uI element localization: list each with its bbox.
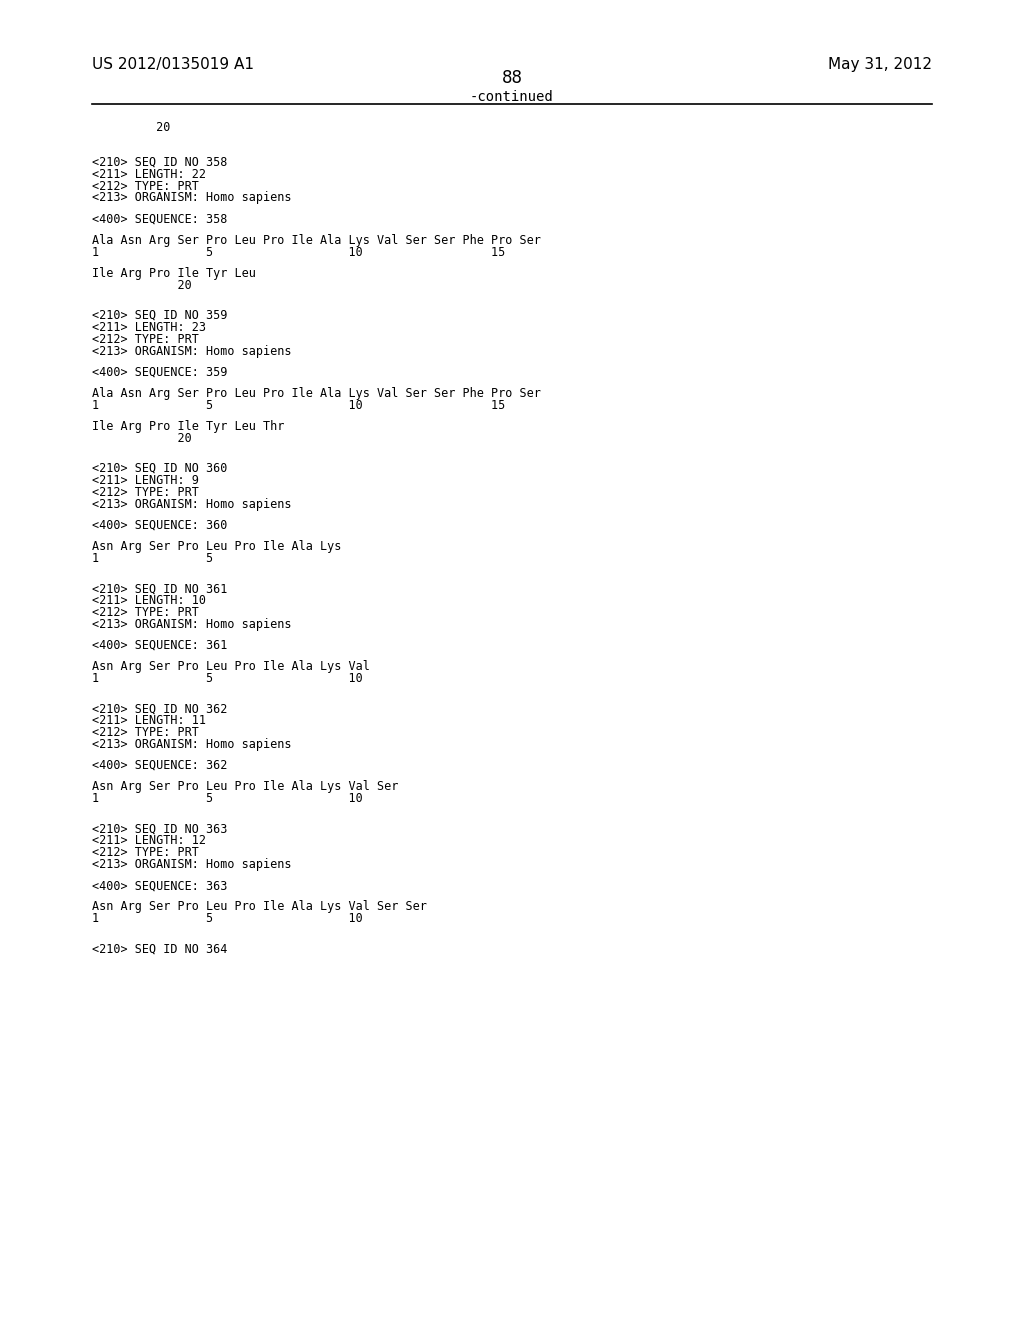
Text: <213> ORGANISM: Homo sapiens: <213> ORGANISM: Homo sapiens — [92, 345, 292, 358]
Text: Asn Arg Ser Pro Leu Pro Ile Ala Lys Val: Asn Arg Ser Pro Leu Pro Ile Ala Lys Val — [92, 660, 370, 673]
Text: Ile Arg Pro Ile Tyr Leu Thr: Ile Arg Pro Ile Tyr Leu Thr — [92, 420, 285, 433]
Text: <212> TYPE: PRT: <212> TYPE: PRT — [92, 486, 199, 499]
Text: <210> SEQ ID NO 363: <210> SEQ ID NO 363 — [92, 822, 227, 836]
Text: <210> SEQ ID NO 360: <210> SEQ ID NO 360 — [92, 462, 227, 475]
Text: <213> ORGANISM: Homo sapiens: <213> ORGANISM: Homo sapiens — [92, 858, 292, 871]
Text: <211> LENGTH: 22: <211> LENGTH: 22 — [92, 168, 206, 181]
Text: <213> ORGANISM: Homo sapiens: <213> ORGANISM: Homo sapiens — [92, 191, 292, 205]
Text: Ala Asn Arg Ser Pro Leu Pro Ile Ala Lys Val Ser Ser Phe Pro Ser: Ala Asn Arg Ser Pro Leu Pro Ile Ala Lys … — [92, 234, 541, 247]
Text: Ile Arg Pro Ile Tyr Leu: Ile Arg Pro Ile Tyr Leu — [92, 267, 256, 280]
Text: <213> ORGANISM: Homo sapiens: <213> ORGANISM: Homo sapiens — [92, 738, 292, 751]
Text: <211> LENGTH: 10: <211> LENGTH: 10 — [92, 594, 206, 607]
Text: US 2012/0135019 A1: US 2012/0135019 A1 — [92, 57, 254, 71]
Text: May 31, 2012: May 31, 2012 — [827, 57, 932, 71]
Text: <212> TYPE: PRT: <212> TYPE: PRT — [92, 180, 199, 193]
Text: 1               5                   10: 1 5 10 — [92, 912, 362, 925]
Text: <210> SEQ ID NO 361: <210> SEQ ID NO 361 — [92, 582, 227, 595]
Text: Asn Arg Ser Pro Leu Pro Ile Ala Lys: Asn Arg Ser Pro Leu Pro Ile Ala Lys — [92, 540, 342, 553]
Text: 20: 20 — [92, 279, 191, 292]
Text: -continued: -continued — [470, 90, 554, 104]
Text: <212> TYPE: PRT: <212> TYPE: PRT — [92, 726, 199, 739]
Text: <210> SEQ ID NO 358: <210> SEQ ID NO 358 — [92, 156, 227, 169]
Text: 20: 20 — [92, 432, 191, 445]
Text: <212> TYPE: PRT: <212> TYPE: PRT — [92, 846, 199, 859]
Text: <400> SEQUENCE: 362: <400> SEQUENCE: 362 — [92, 759, 227, 772]
Text: <400> SEQUENCE: 358: <400> SEQUENCE: 358 — [92, 213, 227, 226]
Text: 1               5                   10                  15: 1 5 10 15 — [92, 399, 506, 412]
Text: Ala Asn Arg Ser Pro Leu Pro Ile Ala Lys Val Ser Ser Phe Pro Ser: Ala Asn Arg Ser Pro Leu Pro Ile Ala Lys … — [92, 387, 541, 400]
Text: <213> ORGANISM: Homo sapiens: <213> ORGANISM: Homo sapiens — [92, 618, 292, 631]
Text: 1               5                   10: 1 5 10 — [92, 792, 362, 805]
Text: <400> SEQUENCE: 359: <400> SEQUENCE: 359 — [92, 366, 227, 379]
Text: <211> LENGTH: 9: <211> LENGTH: 9 — [92, 474, 199, 487]
Text: <211> LENGTH: 23: <211> LENGTH: 23 — [92, 321, 206, 334]
Text: <213> ORGANISM: Homo sapiens: <213> ORGANISM: Homo sapiens — [92, 498, 292, 511]
Text: <211> LENGTH: 11: <211> LENGTH: 11 — [92, 714, 206, 727]
Text: Asn Arg Ser Pro Leu Pro Ile Ala Lys Val Ser Ser: Asn Arg Ser Pro Leu Pro Ile Ala Lys Val … — [92, 900, 427, 913]
Text: 1               5                   10: 1 5 10 — [92, 672, 362, 685]
Text: <210> SEQ ID NO 364: <210> SEQ ID NO 364 — [92, 942, 227, 956]
Text: <210> SEQ ID NO 362: <210> SEQ ID NO 362 — [92, 702, 227, 715]
Text: <212> TYPE: PRT: <212> TYPE: PRT — [92, 333, 199, 346]
Text: <210> SEQ ID NO 359: <210> SEQ ID NO 359 — [92, 309, 227, 322]
Text: Asn Arg Ser Pro Leu Pro Ile Ala Lys Val Ser: Asn Arg Ser Pro Leu Pro Ile Ala Lys Val … — [92, 780, 398, 793]
Text: 1               5                   10                  15: 1 5 10 15 — [92, 246, 506, 259]
Text: 20: 20 — [92, 121, 171, 135]
Text: <400> SEQUENCE: 360: <400> SEQUENCE: 360 — [92, 519, 227, 532]
Text: 88: 88 — [502, 69, 522, 87]
Text: 1               5: 1 5 — [92, 552, 213, 565]
Text: <211> LENGTH: 12: <211> LENGTH: 12 — [92, 834, 206, 847]
Text: <400> SEQUENCE: 363: <400> SEQUENCE: 363 — [92, 879, 227, 892]
Text: <212> TYPE: PRT: <212> TYPE: PRT — [92, 606, 199, 619]
Text: <400> SEQUENCE: 361: <400> SEQUENCE: 361 — [92, 639, 227, 652]
